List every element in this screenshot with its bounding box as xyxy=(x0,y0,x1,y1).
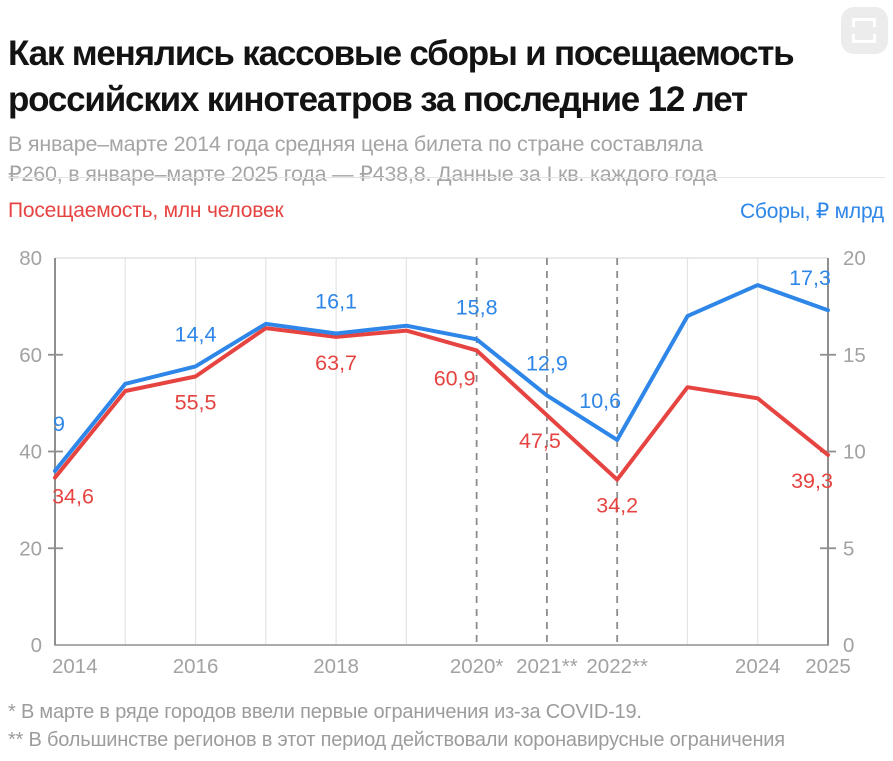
right-axis-tick-label: 0 xyxy=(843,634,854,657)
footnote-1: * В марте в ряде городов ввели первые ог… xyxy=(8,701,642,723)
footnote-2: ** В большинстве регионов в этот период … xyxy=(8,729,785,751)
title-line-1: Как менялись кассовые сборы и посещаемос… xyxy=(8,34,795,74)
x-axis-tick-label: 2020* xyxy=(450,655,504,678)
x-axis-tick-label: 2018 xyxy=(313,655,359,678)
left-axis-tick-label: 20 xyxy=(19,537,42,560)
left-axis-tick-label: 80 xyxy=(19,247,42,270)
revenue-line xyxy=(53,283,830,473)
revenue-point-label: 14,4 xyxy=(175,322,217,346)
subtitle-line-1: В январе–марте 2014 года средняя цена би… xyxy=(8,131,703,156)
x-axis-tick-label: 2016 xyxy=(173,655,219,678)
right-axis-tick-label: 10 xyxy=(843,441,866,464)
attendance-point-label: 60,9 xyxy=(434,366,476,390)
revenue-point-label: 12,9 xyxy=(526,351,568,375)
revenue-point-label: 9 xyxy=(53,412,65,436)
page-title: Как менялись кассовые сборы и посещаемос… xyxy=(8,31,795,123)
revenue-point-label: 15,8 xyxy=(456,295,498,319)
right-axis-tick-label: 5 xyxy=(843,537,854,560)
attendance-point-label: 47,5 xyxy=(519,429,561,453)
attendance-point-label: 63,7 xyxy=(315,351,357,375)
left-axis-tick-label: 0 xyxy=(31,634,42,657)
right-axis-title: Сборы, ₽ млрд xyxy=(739,200,884,223)
x-axis-tick-label: 2022** xyxy=(586,655,648,678)
footnote-3: по посещаемости кинотеатров xyxy=(8,754,785,761)
expand-icon xyxy=(841,7,888,54)
x-axis-tick-label: 2021** xyxy=(516,655,578,678)
x-axis-tick-label: 2025 xyxy=(805,655,851,678)
header-divider xyxy=(8,177,885,178)
revenue-point-label: 17,3 xyxy=(789,266,831,290)
subtitle-line-2: ₽260, в январе–марте 2025 года — ₽438,8.… xyxy=(8,161,717,186)
left-axis-tick-label: 40 xyxy=(19,441,42,464)
attendance-point-label: 55,5 xyxy=(175,391,217,415)
attendance-point-label: 39,3 xyxy=(791,469,833,493)
x-axis-tick-label: 2014 xyxy=(52,655,98,678)
revenue-point-label: 16,1 xyxy=(315,289,357,313)
expand-button[interactable] xyxy=(841,7,888,54)
attendance-point-label: 34,2 xyxy=(596,494,638,518)
left-axis-title: Посещаемость, млн человек xyxy=(8,199,284,222)
axis-titles-row: Посещаемость, млн человек Сборы, ₽ млрд xyxy=(8,199,884,224)
right-axis-tick-label: 20 xyxy=(843,247,866,270)
revenue-point-label: 10,6 xyxy=(579,389,621,413)
footnotes: * В марте в ряде городов ввели первые ог… xyxy=(8,698,785,761)
attendance-line xyxy=(53,326,830,482)
attendance-point-label: 34,6 xyxy=(52,485,94,509)
x-axis-tick-label: 2024 xyxy=(735,655,781,678)
left-axis-tick-label: 60 xyxy=(19,344,42,367)
title-line-2: российских кинотеатров за последние 12 л… xyxy=(8,80,748,120)
chart-subtitle: В январе–марте 2014 года средняя цена би… xyxy=(8,129,717,189)
right-axis-tick-label: 15 xyxy=(843,344,866,367)
